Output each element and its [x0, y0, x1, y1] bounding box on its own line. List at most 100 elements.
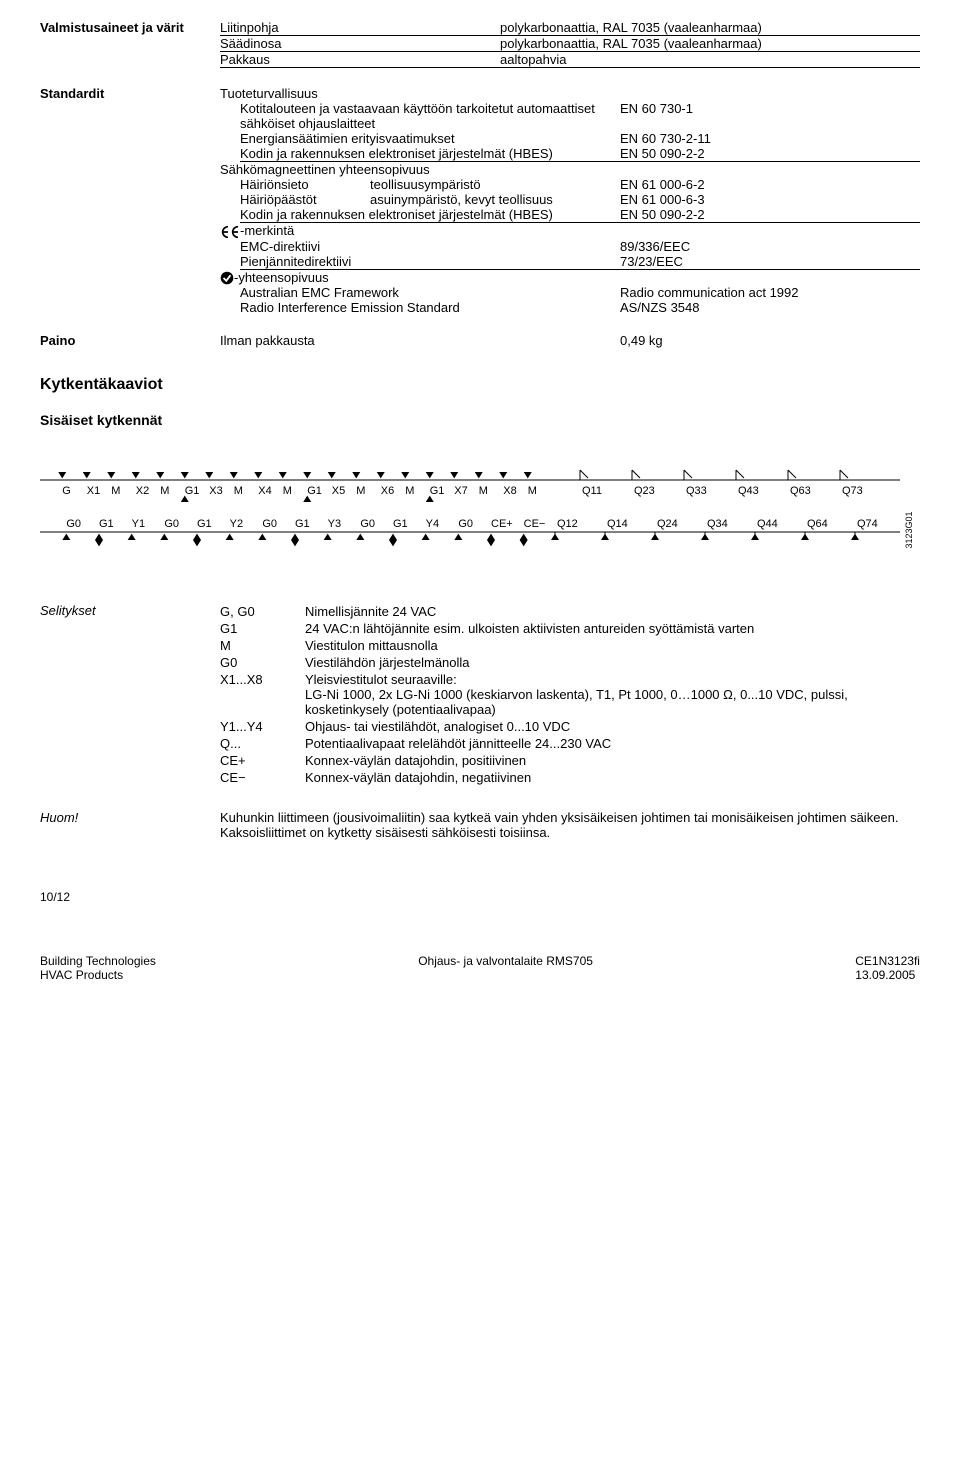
- svg-text:Y4: Y4: [426, 518, 439, 530]
- weight-section: Paino Ilman pakkausta 0,49 kg: [40, 333, 920, 348]
- svg-text:G0: G0: [164, 518, 179, 530]
- std-g1-title: Tuoteturvallisuus: [220, 86, 920, 101]
- svg-text:Q74: Q74: [857, 518, 878, 530]
- svg-text:G1: G1: [430, 485, 445, 497]
- defs-row: Q...Potentiaalivapaat relelähdöt jännitt…: [220, 735, 920, 752]
- svg-text:X4: X4: [258, 485, 271, 497]
- svg-text:M: M: [234, 485, 243, 497]
- std-g2-r2k1: Kodin ja rakennuksen elektroniset järjes…: [240, 207, 620, 222]
- defs-row: G, G0Nimellisjännite 24 VAC: [220, 603, 920, 620]
- std-g2-title: Sähkömagneettinen yhteensopivuus: [220, 162, 920, 177]
- std-g1-r0v: EN 60 730-1: [620, 101, 693, 131]
- circuit-diagram: GX1MX2MG1X3MX4MG1X5MX6MG1X7MX8MQ11Q23Q33…: [40, 452, 920, 575]
- std-g4-r1k: Radio Interference Emission Standard: [240, 300, 620, 315]
- std-g3-r0v: 89/336/EEC: [620, 239, 690, 254]
- defs-row: MViestitulon mittausnolla: [220, 637, 920, 654]
- weight-v: 0,49 kg: [620, 333, 663, 348]
- svg-text:Y1: Y1: [132, 518, 145, 530]
- defs-key: CE−: [220, 769, 305, 786]
- svg-text:M: M: [356, 485, 365, 497]
- page-num: 10/12: [40, 890, 920, 904]
- std-g4-title: -yhteensopivuus: [220, 270, 920, 286]
- std-g1-r0k: Kotitalouteen ja vastaavaan käyttöön tar…: [240, 101, 620, 131]
- svg-text:M: M: [479, 485, 488, 497]
- svg-text:Q24: Q24: [657, 518, 678, 530]
- svg-text:Q64: Q64: [807, 518, 828, 530]
- defs-key: G, G0: [220, 603, 305, 620]
- svg-text:X5: X5: [332, 485, 345, 497]
- defs-key: G0: [220, 654, 305, 671]
- standards-label: Standardit: [40, 86, 220, 315]
- defs-key: M: [220, 637, 305, 654]
- svg-text:Q63: Q63: [790, 485, 811, 497]
- svg-text:X1: X1: [87, 485, 100, 497]
- defs-row: Y1...Y4Ohjaus- tai viestilähdöt, analogi…: [220, 718, 920, 735]
- svg-text:G0: G0: [262, 518, 277, 530]
- svg-text:3123G01: 3123G01: [904, 512, 914, 549]
- std-g1-r1k: Energiansäätimien erityisvaatimukset: [240, 131, 620, 146]
- std-g2-r0v: EN 61 000-6-2: [620, 177, 705, 192]
- sisaiset-kytkennat-title: Sisäiset kytkennät: [40, 412, 920, 428]
- svg-text:G1: G1: [185, 485, 200, 497]
- ce-icon: [220, 225, 240, 239]
- footer-right2: 13.09.2005: [855, 968, 920, 982]
- weight-label: Paino: [40, 333, 220, 348]
- defs-row: G124 VAC:n lähtöjännite esim. ulkoisten …: [220, 620, 920, 637]
- svg-text:G0: G0: [360, 518, 375, 530]
- defs-row: CE−Konnex-väylän datajohdin, negatiivine…: [220, 769, 920, 786]
- svg-text:G1: G1: [295, 518, 310, 530]
- svg-text:G0: G0: [458, 518, 473, 530]
- std-g4-r0v: Radio communication act 1992: [620, 285, 799, 300]
- std-g3-r1k: Pienjännitedirektiivi: [240, 254, 620, 269]
- svg-text:Q73: Q73: [842, 485, 863, 497]
- std-g2-r0k1: Häiriönsieto: [240, 177, 370, 192]
- svg-text:Q44: Q44: [757, 518, 778, 530]
- defs-val: Konnex-väylän datajohdin, negatiivinen: [305, 769, 920, 786]
- std-g2-r2v: EN 50 090-2-2: [620, 207, 705, 222]
- defs-row: X1...X8Yleisviestitulot seuraaville: LG-…: [220, 671, 920, 718]
- defs-key: X1...X8: [220, 671, 305, 718]
- std-g3-r0k: EMC-direktiivi: [240, 239, 620, 254]
- weight-k: Ilman pakkausta: [220, 333, 620, 348]
- defs-key: CE+: [220, 752, 305, 769]
- mat-r1-k: Säädinosa: [220, 36, 500, 51]
- mat-r2-v: aaltopahvia: [500, 52, 920, 67]
- svg-text:Y3: Y3: [328, 518, 341, 530]
- c-tick-icon: [220, 271, 234, 285]
- std-g3-title: -merkintä: [220, 223, 920, 239]
- footer-center: Ohjaus- ja valvontalaite RMS705: [418, 954, 593, 982]
- svg-text:M: M: [160, 485, 169, 497]
- defs-val: Konnex-väylän datajohdin, positiivinen: [305, 752, 920, 769]
- standards-section: Standardit Tuoteturvallisuus Kotitaloute…: [40, 86, 920, 315]
- std-g1-r2k: Kodin ja rakennuksen elektroniset järjes…: [240, 146, 620, 161]
- std-g4-r0k: Australian EMC Framework: [240, 285, 620, 300]
- defs-label: Selitykset: [40, 603, 220, 786]
- svg-text:G1: G1: [307, 485, 322, 497]
- defs-table: G, G0Nimellisjännite 24 VACG124 VAC:n lä…: [220, 603, 920, 786]
- std-g1-r2v: EN 50 090-2-2: [620, 146, 705, 161]
- defs-key: Q...: [220, 735, 305, 752]
- mat-r0-k: Liitinpohja: [220, 20, 500, 35]
- defs-val: Ohjaus- tai viestilähdöt, analogiset 0..…: [305, 718, 920, 735]
- svg-text:X8: X8: [503, 485, 516, 497]
- svg-text:Y2: Y2: [230, 518, 243, 530]
- svg-text:X6: X6: [381, 485, 394, 497]
- defs-row: CE+Konnex-väylän datajohdin, positiivine…: [220, 752, 920, 769]
- note-label: Huom!: [40, 810, 220, 840]
- svg-text:CE+: CE+: [491, 518, 513, 530]
- svg-text:Q33: Q33: [686, 485, 707, 497]
- definitions-section: Selitykset G, G0Nimellisjännite 24 VACG1…: [40, 603, 920, 786]
- defs-val: Viestitulon mittausnolla: [305, 637, 920, 654]
- mat-r0-v: polykarbonaattia, RAL 7035 (vaaleanharma…: [500, 20, 920, 35]
- defs-val: Potentiaalivapaat relelähdöt jännitteell…: [305, 735, 920, 752]
- std-g3-r1v: 73/23/EEC: [620, 254, 683, 269]
- defs-key: Y1...Y4: [220, 718, 305, 735]
- svg-text:Q43: Q43: [738, 485, 759, 497]
- defs-val: Nimellisjännite 24 VAC: [305, 603, 920, 620]
- svg-text:X2: X2: [136, 485, 149, 497]
- svg-text:CE−: CE−: [524, 518, 546, 530]
- std-g2-r1k1: Häiriöpäästöt: [240, 192, 370, 207]
- std-g2-r1k2: asuinympäristö, kevyt teollisuus: [370, 192, 620, 207]
- std-g2-r1v: EN 61 000-6-3: [620, 192, 705, 207]
- svg-text:G0: G0: [66, 518, 81, 530]
